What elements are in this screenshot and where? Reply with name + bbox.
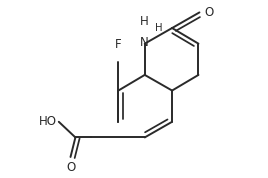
Text: O: O <box>66 161 75 174</box>
Text: N: N <box>140 36 149 49</box>
Text: H: H <box>155 23 163 33</box>
Text: H: H <box>140 15 149 28</box>
Text: O: O <box>204 6 214 19</box>
Text: F: F <box>115 38 122 51</box>
Text: HO: HO <box>39 115 57 128</box>
